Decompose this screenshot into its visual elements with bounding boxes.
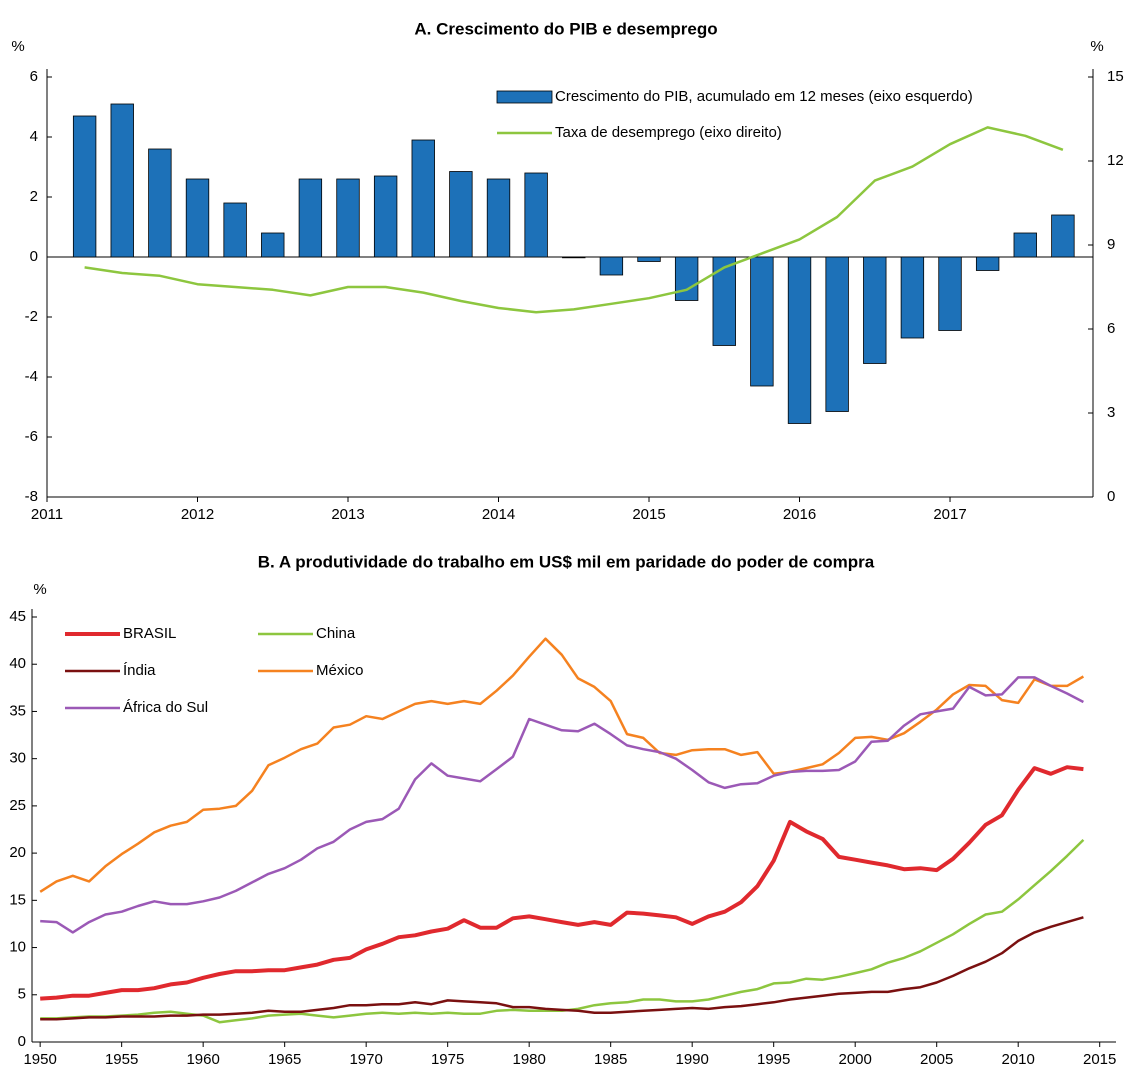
bar	[1013, 232, 1037, 258]
y-axis-label: %	[11, 38, 24, 55]
legend-label: Crescimento do PIB, acumulado em 12 mese…	[555, 88, 973, 105]
y-tick-label: -6	[25, 428, 38, 445]
bar	[674, 256, 699, 301]
x-tick-label: 2013	[331, 506, 364, 523]
y2-tick-label: 9	[1107, 236, 1115, 253]
bar	[373, 175, 398, 258]
bar	[900, 256, 925, 339]
y-tick-label: 35	[9, 702, 26, 719]
legend-swatch	[496, 90, 553, 104]
x-tick-label: 2016	[783, 506, 816, 523]
bar	[1051, 214, 1075, 258]
y-tick-label: -8	[25, 488, 38, 505]
x-tick-label: 2000	[839, 1051, 872, 1068]
x-tick-label: 2005	[920, 1051, 953, 1068]
legend-label: África do Sul	[123, 699, 208, 716]
x-tick-label: 2010	[1002, 1051, 1035, 1068]
y-tick-label: 30	[9, 750, 26, 767]
chart-title: A. Crescimento do PIB e desemprego	[414, 19, 717, 38]
x-tick-label: 2012	[181, 506, 214, 523]
bar	[72, 115, 97, 258]
y-tick-label: 10	[9, 939, 26, 956]
x-tick-label: 2015	[632, 506, 665, 523]
x-tick-label: 1980	[512, 1051, 545, 1068]
x-tick-label: 1995	[757, 1051, 790, 1068]
legend-label: BRASIL	[123, 625, 176, 642]
bar	[750, 256, 774, 387]
bar	[110, 103, 134, 258]
y-tick-label: 4	[30, 128, 38, 145]
y-tick-label: 0	[30, 248, 38, 265]
legend-label: China	[316, 625, 356, 642]
y-tick-label: 6	[30, 68, 38, 85]
y-tick-label: 40	[9, 655, 26, 672]
y2-axis-label: %	[1090, 38, 1103, 55]
y2-tick-label: 12	[1107, 152, 1124, 169]
bar	[825, 256, 849, 412]
y-tick-label: 5	[18, 986, 26, 1003]
x-tick-label: 1950	[23, 1051, 56, 1068]
bar	[938, 256, 962, 331]
y-tick-label: 15	[9, 891, 26, 908]
bar	[787, 256, 812, 424]
x-tick-label: 2017	[933, 506, 966, 523]
bar	[863, 256, 887, 364]
line-series	[84, 126, 1064, 314]
x-tick-label: 1985	[594, 1051, 627, 1068]
x-tick-label: 1975	[431, 1051, 464, 1068]
chart-title: B. A produtividade do trabalho em US$ mi…	[258, 552, 875, 571]
x-tick-label: 1970	[349, 1051, 382, 1068]
line-series	[40, 916, 1084, 1021]
x-tick-label: 2014	[482, 506, 515, 523]
y-tick-label: 0	[18, 1033, 26, 1050]
legend-label: Taxa de desemprego (eixo direito)	[555, 124, 782, 141]
bar	[524, 172, 548, 258]
bar	[298, 178, 323, 258]
bar	[148, 148, 172, 258]
y-tick-label: -2	[25, 308, 38, 325]
y2-tick-label: 3	[1107, 404, 1115, 421]
bar	[449, 171, 473, 258]
y-tick-label: -4	[25, 368, 38, 385]
y-tick-label: 20	[9, 844, 26, 861]
y-axis-label: %	[33, 581, 46, 598]
y2-tick-label: 6	[1107, 320, 1115, 337]
bar	[486, 178, 511, 258]
x-tick-label: 1990	[675, 1051, 708, 1068]
bar	[712, 256, 736, 346]
x-tick-label: 1955	[105, 1051, 138, 1068]
bar	[562, 256, 586, 259]
bar	[223, 202, 247, 258]
x-tick-label: 2011	[31, 506, 63, 523]
bar	[336, 178, 360, 258]
line-series	[40, 765, 1084, 1001]
legend-label: Índia	[123, 662, 156, 679]
y-tick-label: 25	[9, 797, 26, 814]
line-series	[40, 676, 1084, 934]
x-tick-label: 1965	[268, 1051, 301, 1068]
y2-tick-label: 0	[1107, 488, 1115, 505]
bar	[261, 232, 285, 258]
bar	[599, 256, 624, 276]
legend-label: México	[316, 662, 364, 679]
x-tick-label: 1960	[186, 1051, 219, 1068]
y-tick-label: 2	[30, 188, 38, 205]
bar	[975, 256, 1000, 271]
bar	[637, 256, 661, 262]
y-tick-label: 45	[9, 608, 26, 625]
line-series	[39, 637, 1085, 893]
bar	[411, 139, 435, 258]
x-tick-label: 2015	[1083, 1051, 1116, 1068]
y2-tick-label: 15	[1107, 68, 1124, 85]
bar	[185, 178, 210, 258]
